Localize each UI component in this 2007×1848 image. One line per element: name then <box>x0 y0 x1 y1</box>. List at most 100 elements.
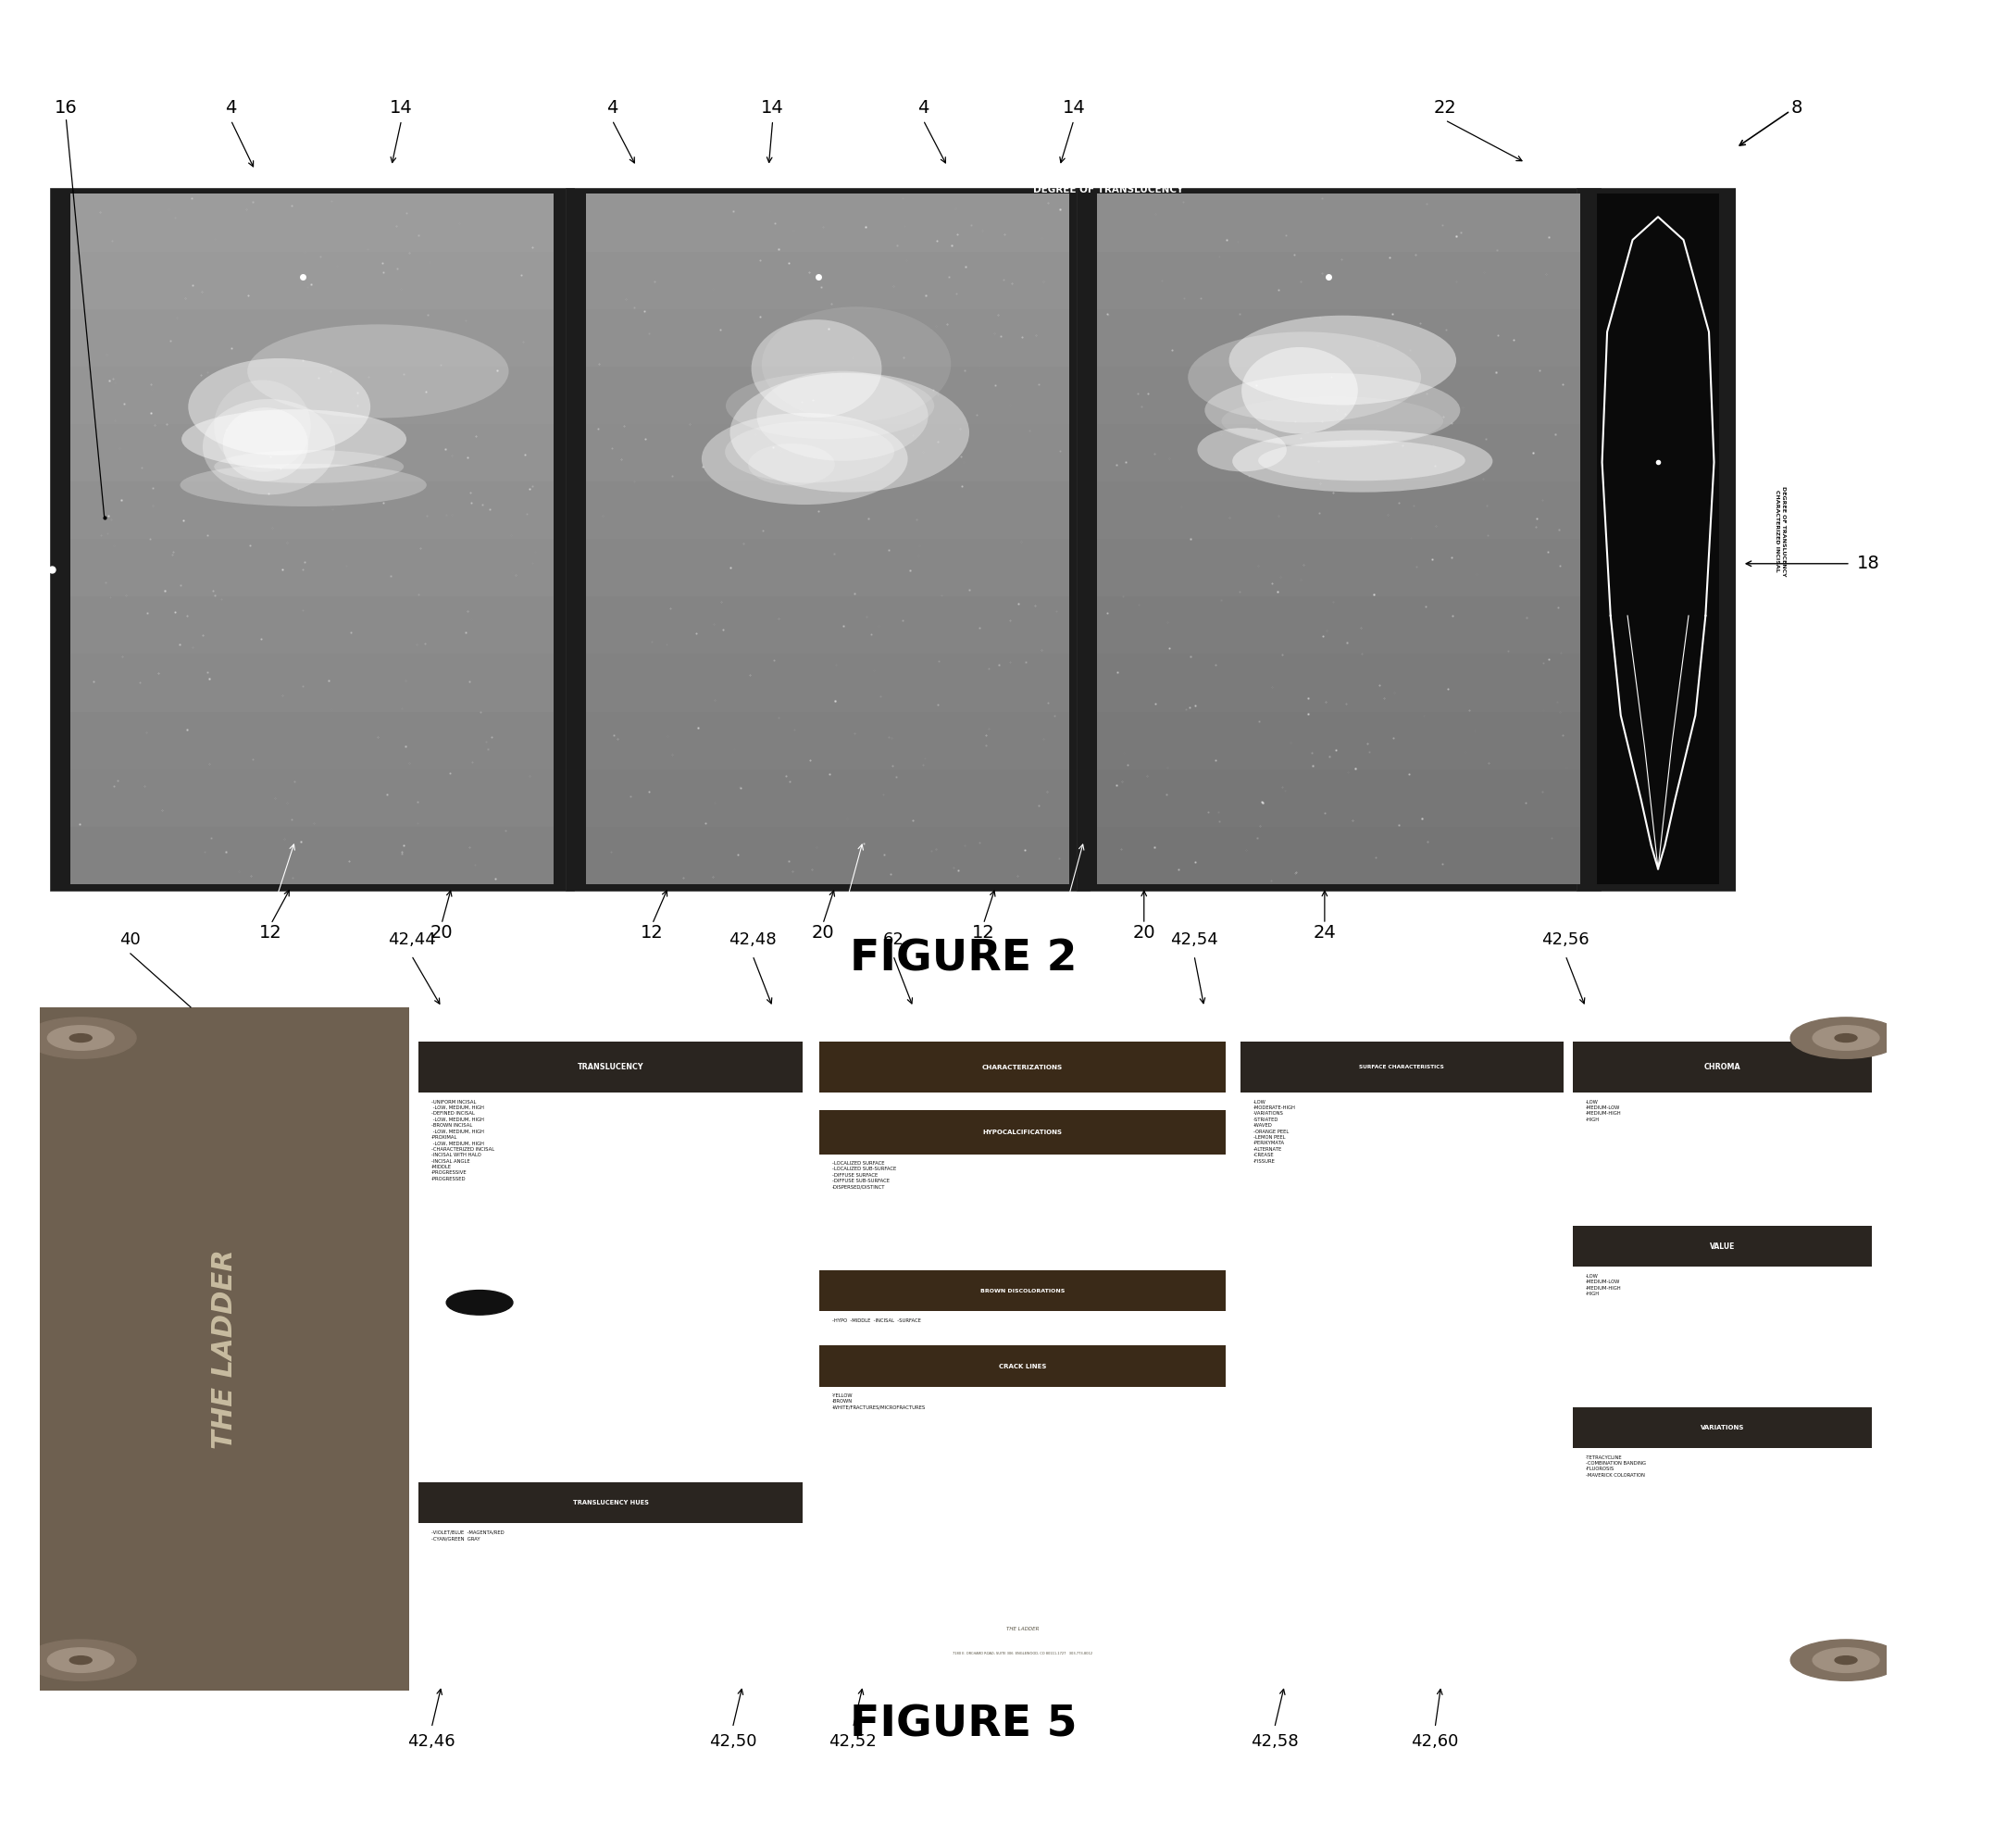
Text: THE LADDER: THE LADDER <box>1006 1626 1040 1632</box>
Bar <box>70 366 554 423</box>
Text: THE LADDER: THE LADDER <box>211 1249 239 1449</box>
Text: 42,46: 42,46 <box>407 1733 456 1750</box>
Bar <box>1096 194 1580 251</box>
Bar <box>586 769 1070 826</box>
Circle shape <box>1790 1018 1901 1059</box>
Bar <box>586 482 1070 540</box>
Ellipse shape <box>725 421 895 482</box>
Text: 18: 18 <box>1856 554 1879 573</box>
Text: -TETRACYCLINE
-COMBINATION BANDING
-FLUOROSIS
-MAVERICK COLORATION: -TETRACYCLINE -COMBINATION BANDING -FLUO… <box>1586 1454 1646 1477</box>
Bar <box>819 1270 1226 1312</box>
Text: 42,44: 42,44 <box>387 931 436 948</box>
Text: 42,58: 42,58 <box>1250 1733 1299 1750</box>
Bar <box>70 309 554 366</box>
Text: CHROMA: CHROMA <box>1704 1063 1740 1072</box>
Bar <box>70 423 554 482</box>
Bar <box>1096 423 1580 482</box>
Text: 62: 62 <box>883 931 903 948</box>
Text: -YELLOW
-BROWN
-WHITE/FRACTURES/MICROFRACTURES: -YELLOW -BROWN -WHITE/FRACTURES/MICROFRA… <box>833 1393 925 1410</box>
Text: CIT-H: CIT-H <box>1278 898 1295 904</box>
Ellipse shape <box>1204 373 1461 447</box>
Text: CIT-L: CIT-L <box>279 898 293 904</box>
Text: 14: 14 <box>1062 98 1086 116</box>
Text: 4: 4 <box>917 98 929 116</box>
Ellipse shape <box>247 325 508 418</box>
Bar <box>1578 188 1740 891</box>
Text: 14: 14 <box>761 98 785 116</box>
Ellipse shape <box>203 399 335 495</box>
Bar <box>1096 711 1580 769</box>
Circle shape <box>1790 1639 1901 1680</box>
Bar <box>70 711 554 769</box>
Bar <box>586 597 1070 654</box>
Text: 42,54: 42,54 <box>1170 931 1218 948</box>
Ellipse shape <box>189 359 371 455</box>
Text: 42,50: 42,50 <box>708 1733 757 1750</box>
Bar <box>40 1007 409 1691</box>
Bar <box>1096 826 1580 883</box>
Bar <box>1096 597 1580 654</box>
Text: SURFACE CHARACTERISTICS: SURFACE CHARACTERISTICS <box>1359 1064 1445 1070</box>
Bar <box>419 1042 803 1092</box>
Text: -VIOLET/BLUE  -MAGENTA/RED
-CYAN/GREEN  GRAY: -VIOLET/BLUE -MAGENTA/RED -CYAN/GREEN GR… <box>432 1530 504 1541</box>
Text: 22: 22 <box>1433 98 1457 116</box>
Bar <box>586 251 1070 309</box>
Text: 4: 4 <box>606 98 618 116</box>
Text: VALUE: VALUE <box>1710 1242 1734 1251</box>
Ellipse shape <box>751 320 881 418</box>
Bar <box>1573 1406 1873 1449</box>
Text: VARIATIONS: VARIATIONS <box>1700 1425 1744 1430</box>
Ellipse shape <box>215 451 403 484</box>
Text: CRACK LINES: CRACK LINES <box>999 1364 1046 1369</box>
Bar <box>70 194 554 883</box>
Circle shape <box>26 1639 136 1680</box>
Bar <box>70 251 554 309</box>
Text: FIGURE 2: FIGURE 2 <box>849 939 1078 981</box>
Text: -LOW
-MODERATE-HIGH
-VARIATIONS
-STRIATED
-WAVED
-ORANGE PEEL
-LEMON PEEL
-PERIK: -LOW -MODERATE-HIGH -VARIATIONS -STRIATE… <box>1252 1100 1297 1164</box>
Ellipse shape <box>1198 429 1286 471</box>
Text: HYPOCALCIFICATIONS: HYPOCALCIFICATIONS <box>983 1129 1062 1135</box>
Text: 20: 20 <box>429 924 454 942</box>
Ellipse shape <box>1258 440 1465 480</box>
Text: 40: 40 <box>120 931 140 948</box>
Bar <box>1096 540 1580 597</box>
Bar <box>70 597 554 654</box>
Text: CIT-M: CIT-M <box>787 898 803 904</box>
Bar <box>1573 1042 1873 1092</box>
Bar <box>1598 194 1720 883</box>
Text: TRANSLUCENCY: TRANSLUCENCY <box>578 1063 644 1072</box>
Bar <box>70 482 554 540</box>
Circle shape <box>1812 1648 1879 1672</box>
Text: DEGREE OF TRANSLUCENCY: DEGREE OF TRANSLUCENCY <box>1034 185 1184 194</box>
Text: 42,56: 42,56 <box>1541 931 1590 948</box>
Circle shape <box>1834 1033 1856 1042</box>
Text: 12: 12 <box>971 924 995 942</box>
Bar <box>1096 309 1580 366</box>
Bar <box>70 540 554 597</box>
Bar <box>1096 482 1580 540</box>
Text: -LOCALIZED SURFACE
-LOCALIZED SUB-SURFACE
-DIFFUSE SURFACE
-DIFFUSE SUB-SURFACE
: -LOCALIZED SURFACE -LOCALIZED SUB-SURFAC… <box>833 1161 897 1190</box>
Bar <box>586 194 1070 251</box>
Text: 4: 4 <box>225 98 237 116</box>
Bar <box>70 654 554 711</box>
Text: 14: 14 <box>389 98 413 116</box>
Text: BROWN DISCOLORATIONS: BROWN DISCOLORATIONS <box>979 1288 1066 1294</box>
Text: 16: 16 <box>54 98 78 116</box>
Bar <box>566 188 1090 891</box>
Bar <box>70 769 554 826</box>
Circle shape <box>1812 1026 1879 1050</box>
Bar <box>1096 769 1580 826</box>
Bar <box>1096 654 1580 711</box>
Text: 42,52: 42,52 <box>829 1733 877 1750</box>
Ellipse shape <box>181 410 407 469</box>
Circle shape <box>48 1648 114 1672</box>
Circle shape <box>1834 1656 1856 1665</box>
Bar <box>819 1042 1226 1092</box>
Bar <box>1096 366 1580 423</box>
Ellipse shape <box>702 412 907 505</box>
Ellipse shape <box>215 381 311 471</box>
Bar <box>586 366 1070 423</box>
Bar <box>419 1482 803 1523</box>
Circle shape <box>70 1033 92 1042</box>
Text: -UNIFORM INCISAL
 -LOW, MEDIUM, HIGH
-DEFINED INCISAL
 -LOW, MEDIUM, HIGH
-BROWN: -UNIFORM INCISAL -LOW, MEDIUM, HIGH -DEF… <box>432 1100 494 1181</box>
